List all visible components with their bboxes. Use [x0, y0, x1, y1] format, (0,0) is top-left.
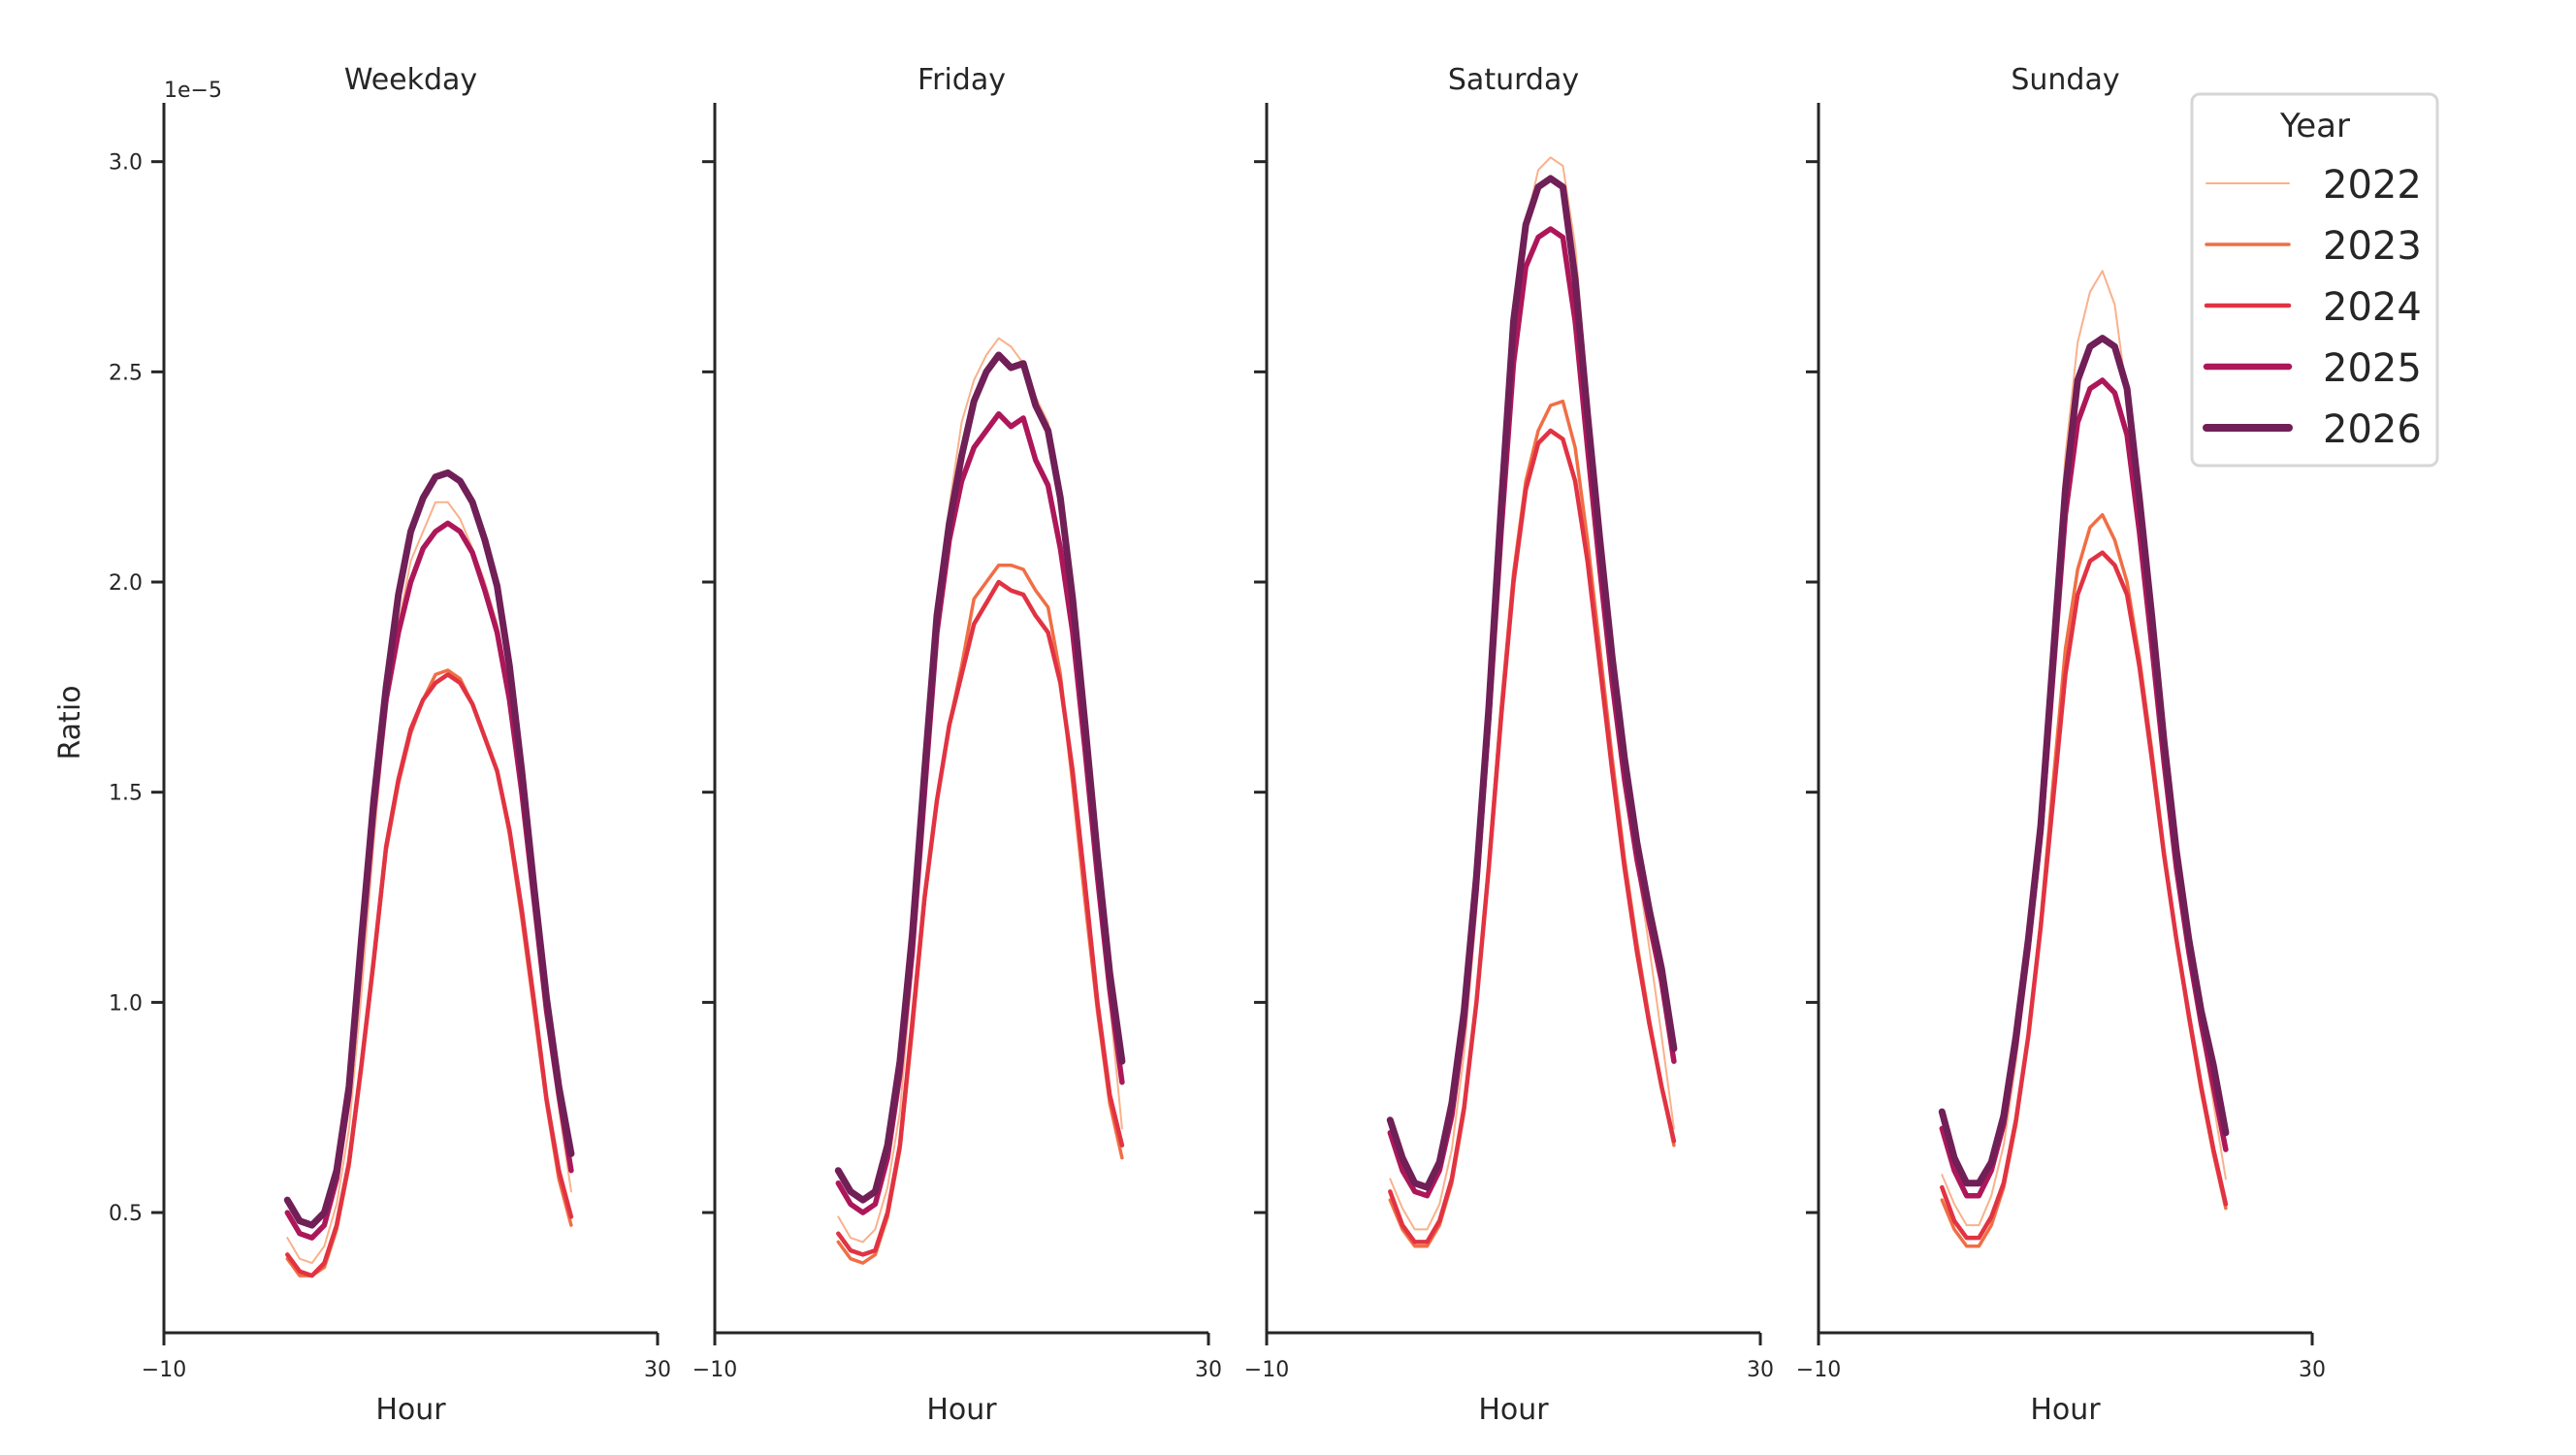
panel-title: Saturday [1448, 63, 1579, 97]
series-line-2025 [284, 520, 574, 1241]
y-tick-label: 2.5 [109, 361, 143, 385]
series-line-2026 [834, 351, 1126, 1204]
x-tick-label: 30 [2299, 1358, 2326, 1382]
y-scale-label: 1e−5 [164, 79, 222, 103]
series-line-2024 [1940, 550, 2229, 1241]
series-line-2024 [836, 579, 1125, 1257]
legend-item-2024: 2024 [2204, 285, 2422, 330]
legend-item-2026: 2026 [2203, 407, 2422, 452]
panel-title: Weekday [344, 63, 477, 97]
panel-title: Sunday [2011, 63, 2119, 97]
x-tick-label: 30 [1195, 1358, 1222, 1382]
series-line-2026 [283, 469, 575, 1229]
series-line-2022 [1389, 156, 1675, 1231]
x-tick-label: −10 [1244, 1358, 1289, 1382]
series-line-2026 [1938, 335, 2230, 1187]
series-line-2025 [1939, 377, 2229, 1199]
legend-item-2023: 2023 [2205, 224, 2422, 269]
panel-sunday: −10 30 Sunday Hour [1796, 63, 2326, 1427]
x-axis-label: Hour [2030, 1393, 2101, 1427]
y-tick-label: 1.0 [109, 991, 143, 1016]
panel-weekday: 0.5 1.0 1.5 2.0 2.5 3.0 −10 30 Weekday Hour Ratio 1… [53, 63, 671, 1427]
legend: Year 2022 2023 2024 2025 2026 [2190, 92, 2439, 468]
x-axis-label: Hour [375, 1393, 446, 1427]
y-tick-label: 0.5 [109, 1202, 143, 1226]
panel-saturday: −10 30 Saturday Hour [1244, 63, 1774, 1427]
x-tick-label: 30 [644, 1358, 671, 1382]
x-axis-label: Hour [1478, 1393, 1549, 1427]
series-line-2024 [285, 672, 574, 1278]
y-axis-label: Ratio [53, 685, 87, 760]
x-tick-label: −10 [692, 1358, 737, 1382]
x-tick-label: 30 [1747, 1358, 1774, 1382]
panels: 0.5 1.0 1.5 2.0 2.5 3.0 −10 30 Weekday Hour Ratio 1… [53, 63, 2326, 1427]
legend-item-2022: 2022 [2206, 163, 2422, 208]
x-axis-label: Hour [926, 1393, 997, 1427]
legend-title: Year [2279, 107, 2350, 146]
panel-friday: −10 30 Friday Hour [692, 63, 1222, 1427]
legend-label: 2023 [2323, 224, 2422, 269]
x-tick-label: −10 [1796, 1358, 1841, 1382]
series-line-2024 [1388, 428, 1677, 1245]
panel-title: Friday [918, 63, 1006, 97]
x-tick-label: −10 [142, 1358, 186, 1382]
legend-label: 2025 [2323, 346, 2422, 391]
series-line-2022 [837, 337, 1123, 1244]
legend-label: 2026 [2323, 407, 2422, 452]
legend-item-2025: 2025 [2203, 346, 2422, 391]
y-tick-label: 2.0 [109, 571, 143, 596]
legend-label: 2022 [2323, 163, 2422, 208]
legend-frame [2190, 92, 2439, 468]
series-line-2022 [1941, 270, 2227, 1227]
series-line-2022 [286, 501, 572, 1265]
legend-entries: 2022 2023 2024 2025 2026 [2203, 163, 2422, 452]
legend-label: 2024 [2323, 285, 2422, 330]
series-line-2025 [1387, 226, 1677, 1199]
y-tick-label: 3.0 [109, 151, 143, 176]
series-line-2026 [1386, 175, 1678, 1191]
y-tick-label: 1.5 [109, 782, 143, 806]
